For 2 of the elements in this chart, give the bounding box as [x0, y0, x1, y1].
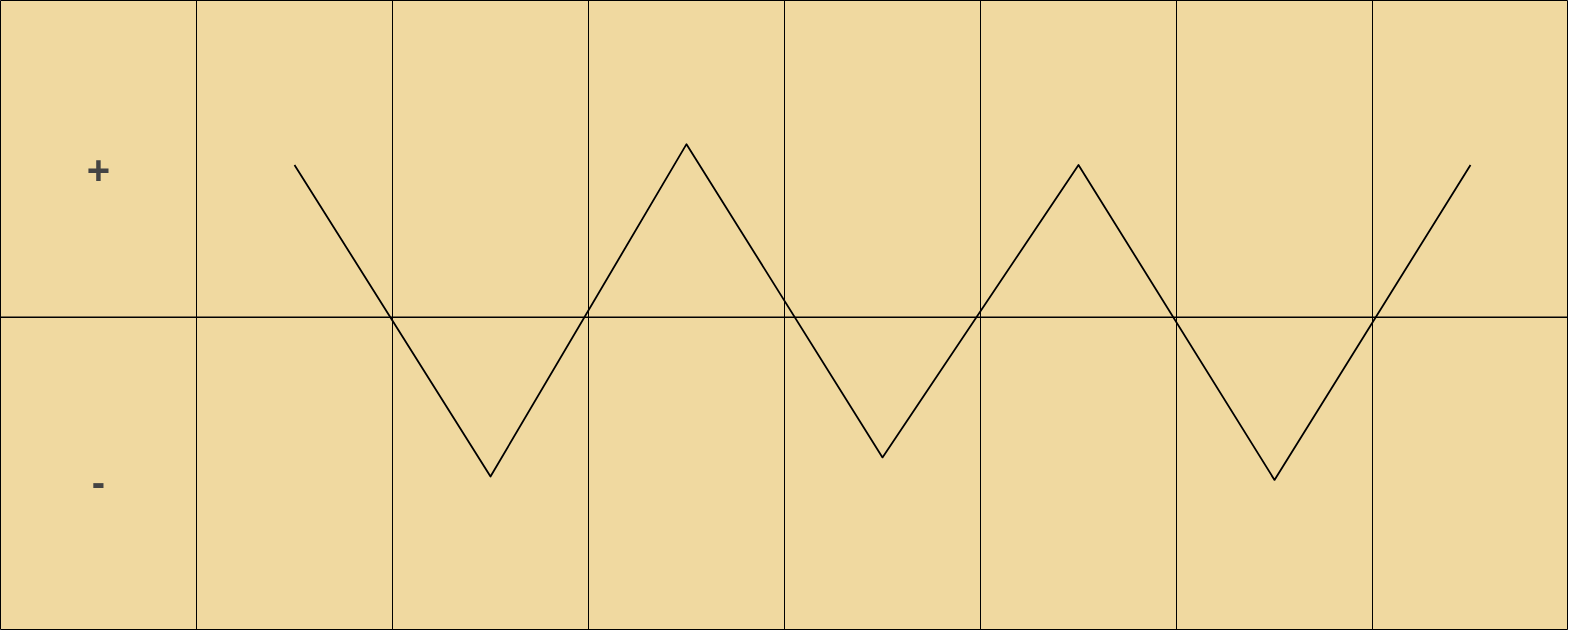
text: - — [91, 459, 106, 504]
text: + — [86, 148, 111, 193]
